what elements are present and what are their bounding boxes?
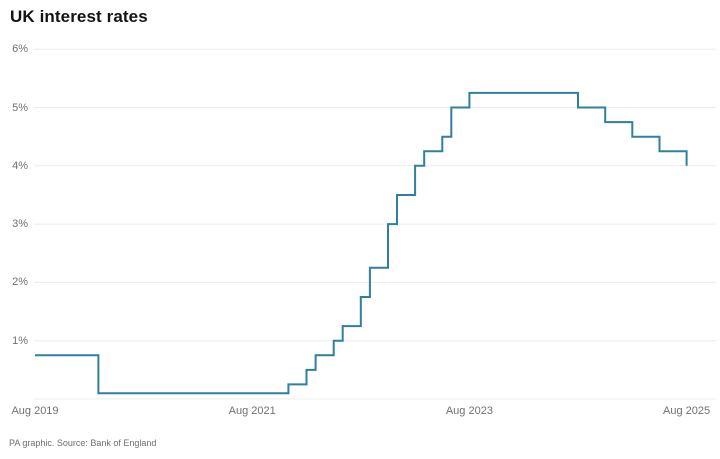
y-tick-label: 6%: [12, 43, 28, 56]
y-tick-label: 5%: [12, 101, 28, 114]
x-tick-label: Aug 2021: [228, 405, 276, 417]
y-tick-label: 3%: [12, 218, 28, 231]
y-tick-label: 4%: [12, 159, 28, 172]
y-tick-label: 1%: [12, 334, 28, 347]
source-note: PA graphic. Source: Bank of England: [9, 438, 157, 448]
gridlines: [34, 48, 716, 400]
x-tick-label: Aug 2019: [11, 405, 59, 417]
rate-line: [35, 91, 688, 395]
chart-title: UK interest rates: [10, 7, 148, 26]
x-tick-label: Aug 2023: [445, 405, 493, 417]
x-tick-label: Aug 2025: [663, 405, 711, 417]
y-tick-label: 2%: [12, 276, 28, 289]
